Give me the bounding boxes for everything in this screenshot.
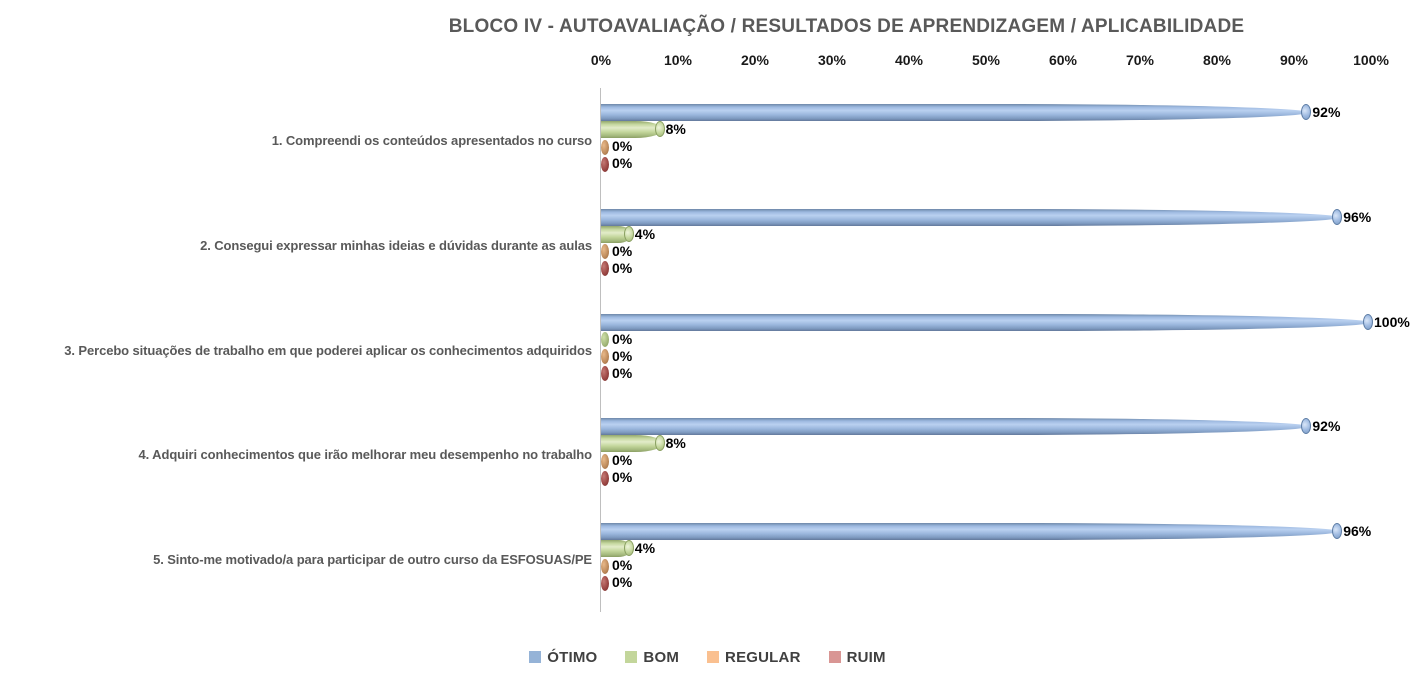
bar-bom bbox=[601, 435, 665, 453]
bar-bom bbox=[601, 540, 634, 558]
bar-row: 96% bbox=[601, 208, 1372, 226]
bar-value-label: 8% bbox=[665, 121, 686, 137]
bar-value-label: 96% bbox=[1343, 208, 1372, 225]
x-axis-tick: 50% bbox=[971, 52, 1001, 68]
bar-row: 8% bbox=[601, 121, 686, 138]
bar-row: 100% bbox=[601, 313, 1410, 331]
x-axis-tick: 40% bbox=[894, 52, 924, 68]
bar-row: 0% bbox=[601, 557, 632, 574]
bar-bom bbox=[601, 121, 665, 138]
legend-label: REGULAR bbox=[725, 648, 801, 666]
x-axis-tick: 60% bbox=[1048, 52, 1078, 68]
bar-value-label: 0% bbox=[612, 242, 633, 259]
bar-bom bbox=[601, 225, 634, 243]
bar-value-label: 0% bbox=[612, 155, 633, 171]
bar-value-label: 0% bbox=[612, 330, 633, 347]
bar-ruim-zero-cap bbox=[601, 470, 609, 486]
bar-row: 0% bbox=[601, 260, 632, 277]
bar-value-label: 0% bbox=[612, 347, 633, 364]
bar-row: 4% bbox=[601, 540, 656, 558]
bar-value-label: 92% bbox=[1312, 418, 1341, 435]
legend-item-regular: REGULAR bbox=[707, 649, 801, 666]
x-axis-tick: 30% bbox=[817, 52, 847, 68]
legend-swatch bbox=[625, 651, 638, 663]
bar-ruim-zero-cap bbox=[601, 366, 609, 382]
bar-row: 4% bbox=[601, 225, 656, 243]
plot-area: 92% 8% 0% 0% 96% 4% 0% 0% 100% 0% 0% 0% 92% 8% 0% 0% 96%… bbox=[601, 88, 1410, 612]
bar-regular-zero-cap bbox=[601, 453, 609, 469]
bar-row: 0% bbox=[601, 365, 632, 382]
legend-label: BOM bbox=[643, 648, 680, 666]
bar-regular-zero-cap bbox=[601, 349, 609, 365]
bar-value-label: 8% bbox=[665, 435, 686, 452]
legend-item-ótimo: ÓTIMO bbox=[529, 649, 597, 666]
bar-row: 96% bbox=[601, 523, 1372, 541]
bar-regular-zero-cap bbox=[601, 558, 609, 574]
legend-item-ruim: RUIM bbox=[828, 648, 886, 666]
category-label: 4. Adquiri conhecimentos que irão melhor… bbox=[138, 447, 593, 463]
bar-value-label: 0% bbox=[612, 138, 633, 154]
x-axis: 0% 10% 20% 30% 40% 50% 60% 70% 80% 90% 100% bbox=[591, 52, 1389, 72]
category-label: 3. Percebo situações de trabalho em que … bbox=[64, 342, 592, 358]
category-label: 1. Compreendi os conteúdos apresentados … bbox=[271, 132, 592, 148]
bar-row: 0% bbox=[601, 138, 632, 155]
bar-ótimo bbox=[601, 208, 1343, 226]
bar-ruim-zero-cap bbox=[601, 156, 609, 172]
bar-ótimo bbox=[601, 523, 1343, 541]
x-axis-tick: 20% bbox=[740, 52, 770, 68]
bar-ótimo bbox=[601, 104, 1312, 121]
bar-row: 0% bbox=[601, 574, 632, 591]
bar-value-label: 0% bbox=[612, 259, 633, 276]
x-axis-tick: 10% bbox=[663, 52, 693, 68]
bar-value-label: 100% bbox=[1374, 313, 1410, 330]
bar-ruim-zero-cap bbox=[601, 575, 609, 591]
chart-title: BLOCO IV - AUTOAVALIAÇÃO / RESULTADOS DE… bbox=[448, 16, 1245, 37]
bar-row: 0% bbox=[601, 469, 632, 486]
y-axis-line bbox=[600, 88, 601, 612]
bar-ótimo bbox=[601, 313, 1373, 331]
x-axis-tick: 70% bbox=[1125, 52, 1155, 68]
legend-label: ÓTIMO bbox=[547, 648, 598, 666]
legend-item-bom: BOM bbox=[625, 649, 679, 666]
bar-regular-zero-cap bbox=[601, 139, 609, 155]
bar-row: 0% bbox=[601, 452, 632, 469]
legend-swatch bbox=[707, 651, 720, 663]
bar-row: 0% bbox=[601, 331, 632, 348]
x-axis-tick: 100% bbox=[1353, 52, 1389, 68]
bar-value-label: 0% bbox=[612, 452, 633, 469]
bar-row: 0% bbox=[601, 348, 632, 365]
legend-swatch bbox=[529, 651, 542, 663]
x-axis-tick: 80% bbox=[1202, 52, 1232, 68]
bar-row: 8% bbox=[601, 435, 686, 453]
bar-regular-zero-cap bbox=[601, 244, 609, 260]
legend-label: RUIM bbox=[846, 648, 886, 666]
legend-swatch bbox=[828, 651, 841, 663]
bar-ótimo bbox=[601, 418, 1312, 436]
bar-value-label: 0% bbox=[612, 557, 633, 574]
bar-row: 92% bbox=[601, 418, 1341, 436]
bar-value-label: 0% bbox=[612, 364, 633, 381]
bar-value-label: 4% bbox=[634, 540, 656, 557]
legend: ÓTIMO BOM REGULAR RUIM bbox=[0, 646, 1415, 668]
bar-bom-zero-cap bbox=[601, 332, 609, 348]
bar-row: 0% bbox=[601, 155, 632, 172]
category-label: 5. Sinto-me motivado/a para participar d… bbox=[153, 552, 592, 568]
bar-ruim-zero-cap bbox=[601, 261, 609, 277]
x-axis-tick: 0% bbox=[590, 52, 612, 68]
bar-value-label: 4% bbox=[634, 225, 656, 242]
bar-value-label: 96% bbox=[1343, 523, 1372, 540]
bar-value-label: 92% bbox=[1312, 104, 1341, 120]
category-label: 2. Consegui expressar minhas ideias e dú… bbox=[200, 237, 592, 253]
bar-row: 92% bbox=[601, 104, 1340, 121]
bar-row: 0% bbox=[601, 243, 632, 260]
x-axis-tick: 90% bbox=[1279, 52, 1309, 68]
bar-value-label: 0% bbox=[612, 574, 633, 591]
bar-value-label: 0% bbox=[612, 469, 633, 486]
